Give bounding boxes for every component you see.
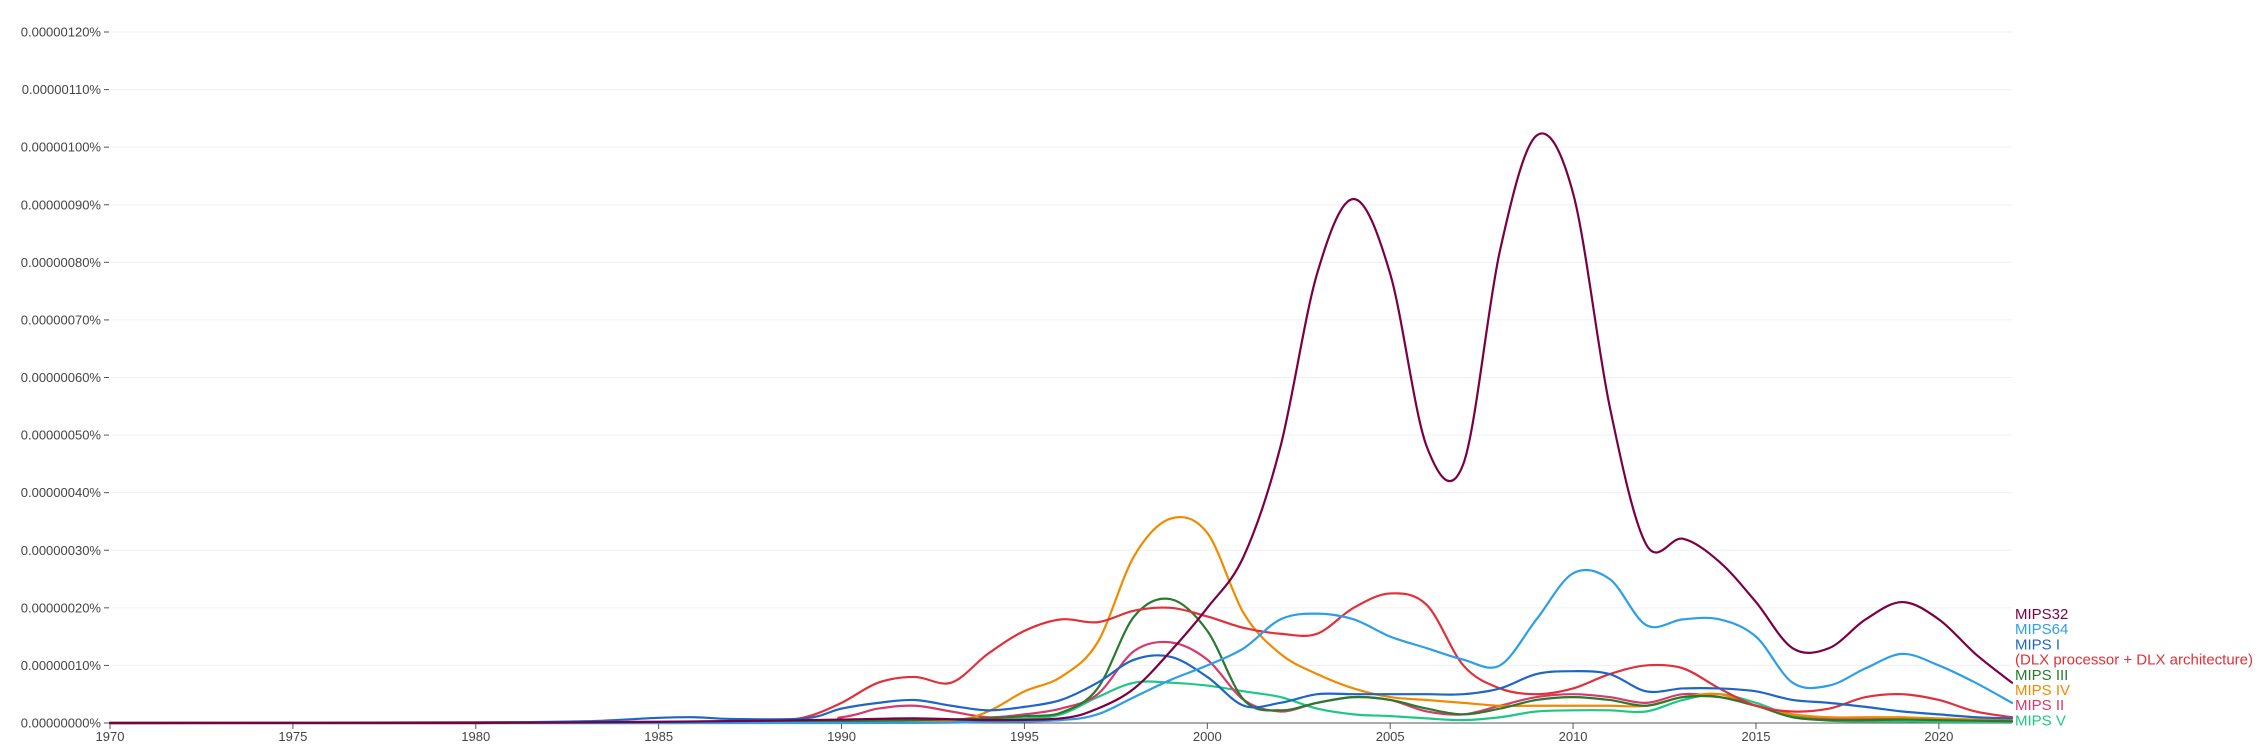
x-tick-label: 2005 bbox=[1376, 729, 1405, 744]
series-line-mips-iv[interactable] bbox=[108, 515, 2014, 725]
series-line-mips-i[interactable] bbox=[108, 654, 2014, 725]
x-tick-label: 2010 bbox=[1559, 729, 1588, 744]
x-tick-label: 1980 bbox=[461, 729, 490, 744]
y-tick-label: 0.00000100% bbox=[21, 140, 102, 155]
legend-label-mips-v[interactable]: MIPS V bbox=[2015, 712, 2066, 729]
series-lines bbox=[108, 132, 2014, 725]
legend-label-dlx-processor-dlx-architecture[interactable]: (DLX processor + DLX architecture) bbox=[2015, 652, 2253, 669]
series-line-mips32[interactable] bbox=[108, 132, 2014, 725]
legend-label-mips-iv[interactable]: MIPS IV bbox=[2015, 682, 2070, 699]
legend-label-mips-ii[interactable]: MIPS II bbox=[2015, 697, 2064, 714]
y-tick-label: 0.00000060% bbox=[21, 370, 102, 385]
y-tick-label: 0.00000080% bbox=[21, 255, 102, 270]
series-line-mips-iii[interactable] bbox=[108, 597, 2014, 725]
y-tick-label: 0.00000000% bbox=[21, 716, 102, 731]
gridlines bbox=[110, 31, 2012, 666]
x-tick-label: 1970 bbox=[96, 729, 125, 744]
x-tick-label: 1990 bbox=[827, 729, 856, 744]
y-tick-label: 0.00000050% bbox=[21, 428, 102, 443]
legend-label-mips-i[interactable]: MIPS I bbox=[2015, 636, 2060, 653]
series-line-mips64[interactable] bbox=[108, 568, 2014, 725]
y-tick-label: 0.00000090% bbox=[21, 197, 102, 212]
legend-label-mips64[interactable]: MIPS64 bbox=[2015, 621, 2068, 638]
x-tick-label: 1985 bbox=[644, 729, 673, 744]
x-tick-label: 2015 bbox=[1742, 729, 1771, 744]
series-line-mips-ii[interactable] bbox=[108, 640, 2014, 725]
y-tick-label: 0.00000020% bbox=[21, 600, 102, 615]
y-tick-label: 0.00000040% bbox=[21, 485, 102, 500]
x-tick-label: 2020 bbox=[1924, 729, 1953, 744]
y-tick-label: 0.00000030% bbox=[21, 543, 102, 558]
y-tick-label: 0.00000010% bbox=[21, 658, 102, 673]
x-tick-label: 1995 bbox=[1010, 729, 1039, 744]
y-tick-label: 0.00000110% bbox=[22, 82, 102, 97]
y-tick-label: 0.00000120% bbox=[21, 25, 102, 40]
x-tick-label: 2000 bbox=[1193, 729, 1222, 744]
legend-label-mips32[interactable]: MIPS32 bbox=[2015, 606, 2068, 623]
series-line-dlx-processor-dlx-architecture[interactable] bbox=[108, 592, 2014, 725]
legend-label-mips-iii[interactable]: MIPS III bbox=[2015, 667, 2068, 684]
y-tick-label: 0.00000070% bbox=[21, 312, 102, 327]
x-tick-label: 1975 bbox=[278, 729, 307, 744]
